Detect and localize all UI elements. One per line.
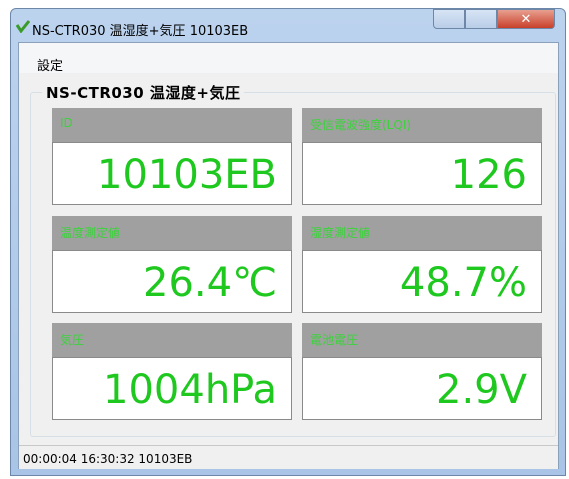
page: NS-CTR030 温湿度+気圧 10103EB ✕ 設定 NS-CTR030 … [0,0,569,479]
status-text: 00:00:04 16:30:32 10103EB [23,452,192,466]
panel-label: 電池電圧 [302,323,542,357]
panel-value: 126 [302,142,542,205]
close-button[interactable]: ✕ [497,9,555,29]
panel-value: 10103EB [52,142,292,205]
menu-item[interactable]: 設定 [37,55,63,74]
menu-bar [19,43,558,73]
maximize-button[interactable] [465,9,497,29]
panel-label: 温度測定値 [52,216,292,250]
window-title: NS-CTR030 温湿度+気圧 10103EB [32,20,248,39]
panel-label: 気圧 [52,323,292,357]
panel-label: 湿度測定値 [302,216,542,250]
panel-label: 受信電波強度(LQI) [302,108,542,142]
panel-value: 1004hPa [52,357,292,420]
app-icon [16,19,30,33]
group-title: NS-CTR030 温湿度+気圧 [42,82,244,103]
panel-value: 26.4℃ [52,250,292,313]
panel-value: 2.9V [302,357,542,420]
panel-label: ID [52,108,292,142]
minimize-button[interactable] [433,9,465,29]
panel-value: 48.7% [302,250,542,313]
